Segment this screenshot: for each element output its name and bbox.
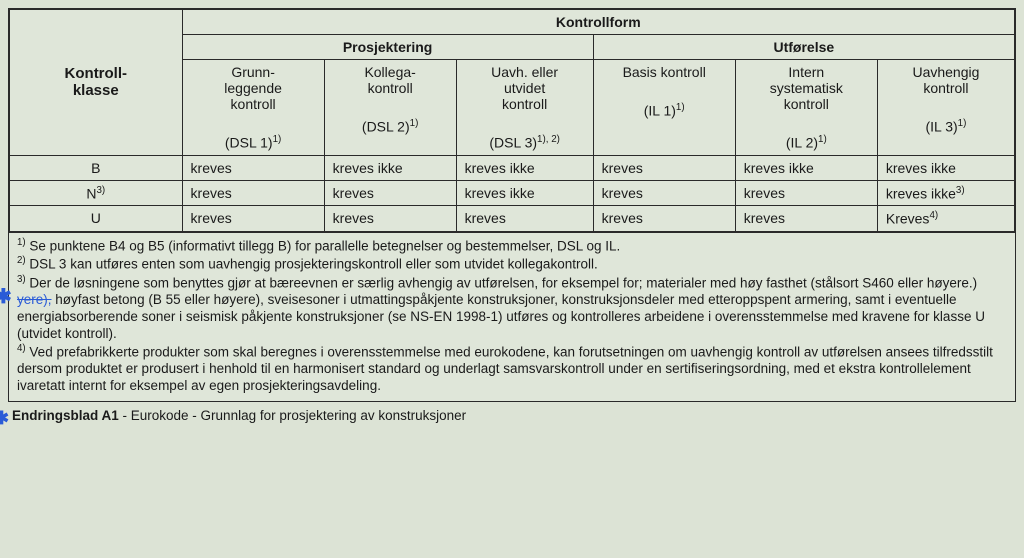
cell: kreves ikke bbox=[456, 155, 593, 180]
cell: kreves ikke bbox=[735, 155, 877, 180]
col-c4: Basis kontroll (IL 1)1) bbox=[593, 60, 735, 156]
cell: kreves bbox=[593, 206, 735, 232]
col-c1: Grunn-leggendekontroll (DSL 1)1) bbox=[182, 60, 324, 156]
col-dsl: (IL 1)1) bbox=[600, 102, 729, 119]
col-title: Internsystematiskkontroll bbox=[770, 64, 843, 112]
cell: kreves ikke bbox=[877, 155, 1014, 180]
dsl-sup: 1), 2) bbox=[537, 134, 560, 145]
text-a: Der de løsningene som benyttes gjør at b… bbox=[29, 275, 977, 290]
row-klasse: B bbox=[10, 155, 183, 180]
dsl-text: (IL 2) bbox=[786, 135, 818, 151]
col-title: Basis kontroll bbox=[623, 64, 706, 80]
dsl-sup: 1) bbox=[958, 118, 967, 129]
table-wrapper: Kontroll-klasse Kontrollform Prosjekteri… bbox=[8, 8, 1016, 402]
cell: kreves bbox=[593, 155, 735, 180]
cell: kreves bbox=[593, 180, 735, 206]
header-utforelse: Utførelse bbox=[593, 35, 1014, 60]
dsl-sup: 1) bbox=[273, 134, 282, 145]
dsl-text: (DSL 1) bbox=[225, 135, 273, 151]
caption-bold: Endringsblad A1 bbox=[12, 408, 119, 423]
header-prosjektering: Prosjektering bbox=[182, 35, 593, 60]
cell: kreves bbox=[735, 180, 877, 206]
text: Se punktene B4 og B5 (informativt tilleg… bbox=[29, 238, 620, 253]
cell: kreves bbox=[182, 206, 324, 232]
caption-rest: - Eurokode - Grunnlag for prosjektering … bbox=[119, 408, 466, 423]
col-dsl: (DSL 3)1), 2) bbox=[463, 134, 587, 151]
header-kontrollklasse: Kontroll-klasse bbox=[10, 10, 183, 156]
footnote-3: 3) Der de løsningene som benyttes gjør a… bbox=[17, 274, 1007, 343]
col-title: Uavhengigkontroll bbox=[912, 64, 979, 96]
cell: kreves bbox=[182, 155, 324, 180]
cell: kreves ikke bbox=[324, 155, 456, 180]
col-c5: Internsystematiskkontroll (IL 2)1) bbox=[735, 60, 877, 156]
footnotes: ✱ 1) Se punktene B4 og B5 (informativt t… bbox=[9, 232, 1015, 401]
dsl-sup: 1) bbox=[818, 134, 827, 145]
caption: ✱ Endringsblad A1 - Eurokode - Grunnlag … bbox=[8, 408, 1016, 423]
footnote-1: 1) Se punktene B4 og B5 (informativt til… bbox=[17, 237, 1007, 255]
row-klasse: U bbox=[10, 206, 183, 232]
col-dsl: (IL 2)1) bbox=[742, 134, 871, 151]
dsl-text: (DSL 2) bbox=[362, 119, 410, 135]
col-dsl: (IL 3)1) bbox=[884, 118, 1008, 135]
footnote-2: 2) DSL 3 kan utføres enten som uavhengig… bbox=[17, 255, 1007, 273]
cell: kreves ikke bbox=[456, 180, 593, 206]
col-title: Uavh. ellerutvidetkontroll bbox=[491, 64, 558, 112]
asterisk-icon: ✱ bbox=[0, 408, 9, 429]
col-c6: Uavhengigkontroll (IL 3)1) bbox=[877, 60, 1014, 156]
col-dsl: (DSL 2)1) bbox=[331, 118, 450, 135]
row-klasse: N3) bbox=[10, 180, 183, 206]
cell: kreves ikke3) bbox=[877, 180, 1014, 206]
dsl-sup: 1) bbox=[410, 118, 419, 129]
dsl-text: (DSL 3) bbox=[489, 135, 537, 151]
col-title: Kollega-kontroll bbox=[364, 64, 415, 96]
cell: kreves bbox=[456, 206, 593, 232]
text: Utførelse bbox=[773, 39, 834, 55]
header-kontrollform: Kontrollform bbox=[182, 10, 1014, 35]
asterisk-icon: ✱ bbox=[0, 285, 12, 310]
text: Ved prefabrikkerte produkter som skal be… bbox=[17, 344, 993, 393]
cell: Kreves4) bbox=[877, 206, 1014, 232]
dsl-text: (IL 3) bbox=[925, 119, 957, 135]
cell: kreves bbox=[735, 206, 877, 232]
text: Kontroll-klasse bbox=[65, 65, 127, 99]
col-c2: Kollega-kontroll (DSL 2)1) bbox=[324, 60, 456, 156]
table-row: N3)kreveskreveskreves ikkekreveskreveskr… bbox=[10, 180, 1015, 206]
strikethrough-text: yere), bbox=[17, 292, 52, 307]
col-dsl: (DSL 1)1) bbox=[189, 134, 318, 151]
dsl-sup: 1) bbox=[676, 102, 685, 113]
col-title: Grunn-leggendekontroll bbox=[224, 64, 282, 112]
table-body: Bkreveskreves ikkekreves ikkekreveskreve… bbox=[10, 155, 1015, 231]
text: DSL 3 kan utføres enten som uavhengig pr… bbox=[29, 257, 597, 272]
table-row: UkreveskreveskreveskreveskrevesKreves4) bbox=[10, 206, 1015, 232]
kontroll-table: Kontroll-klasse Kontrollform Prosjekteri… bbox=[9, 9, 1015, 232]
text: Prosjektering bbox=[343, 39, 432, 55]
col-c3: Uavh. ellerutvidetkontroll (DSL 3)1), 2) bbox=[456, 60, 593, 156]
footnote-4: 4) Ved prefabrikkerte produkter som skal… bbox=[17, 343, 1007, 395]
cell: kreves bbox=[324, 206, 456, 232]
text-b: høyfast betong (B 55 eller høyere), svei… bbox=[17, 292, 985, 341]
cell: kreves bbox=[324, 180, 456, 206]
table-row: Bkreveskreves ikkekreves ikkekreveskreve… bbox=[10, 155, 1015, 180]
cell: kreves bbox=[182, 180, 324, 206]
dsl-text: (IL 1) bbox=[644, 103, 676, 119]
text: Kontrollform bbox=[556, 14, 641, 30]
